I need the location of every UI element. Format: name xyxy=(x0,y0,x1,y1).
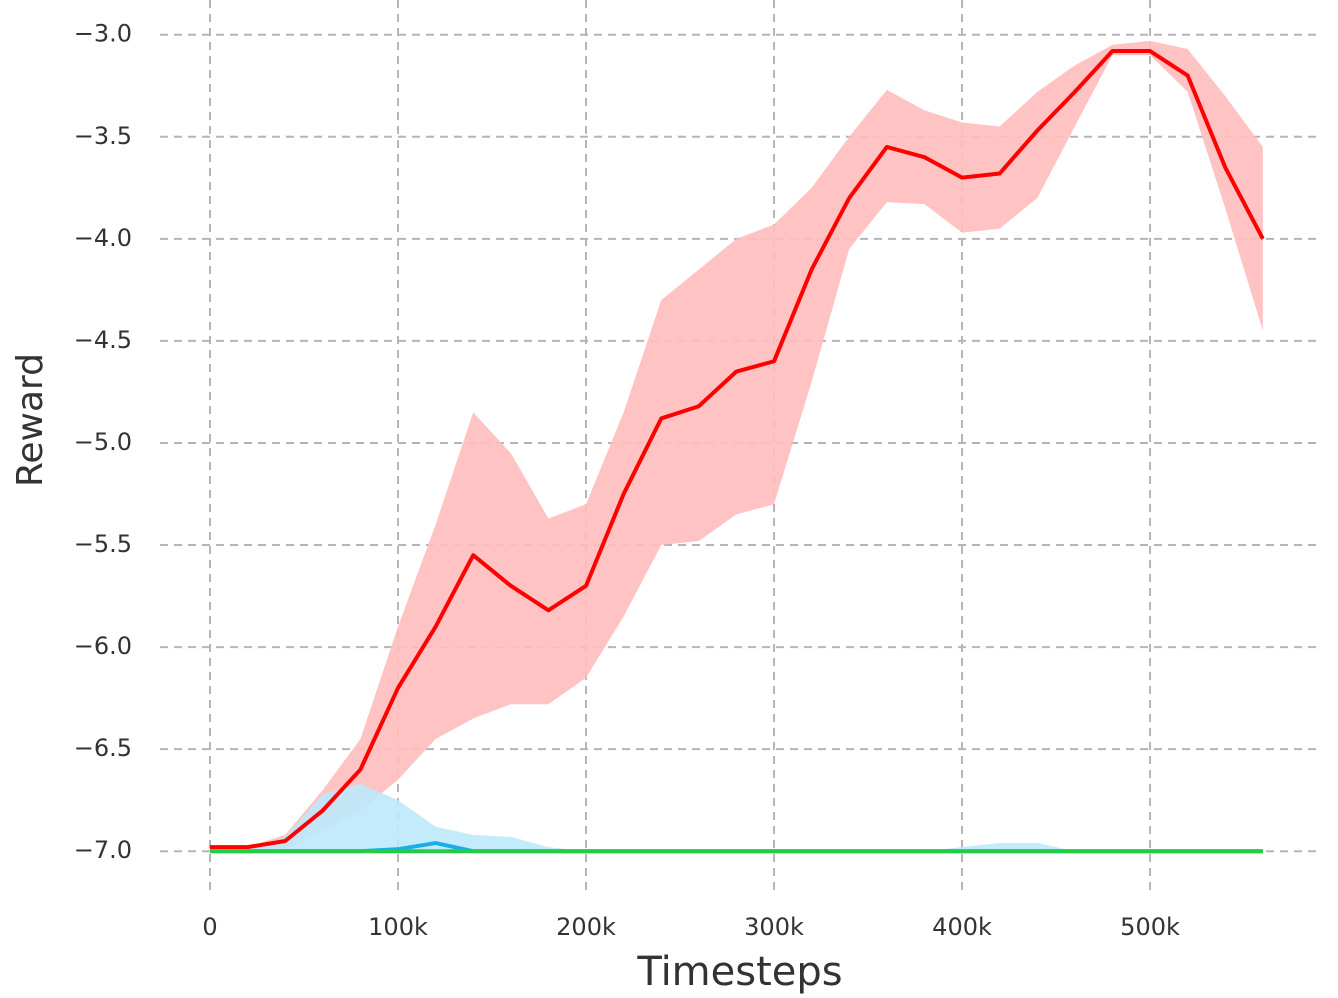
y-tick-label: −3.0 xyxy=(74,20,132,48)
x-tick-label: 200k xyxy=(556,913,616,941)
y-tick-label: −5.0 xyxy=(74,428,132,456)
y-tick-label: −6.0 xyxy=(74,632,132,660)
y-axis-label: Reward xyxy=(10,353,51,487)
x-tick-label: 400k xyxy=(932,913,992,941)
confidence-band xyxy=(210,783,1263,852)
x-tick-label: 0 xyxy=(202,913,217,941)
y-tick-label: −4.0 xyxy=(74,224,132,252)
x-axis-label: Timesteps xyxy=(636,949,842,995)
confidence-band xyxy=(210,40,1263,850)
y-tick-label: −4.5 xyxy=(74,326,132,354)
x-tick-label: 500k xyxy=(1120,913,1180,941)
y-tick-label: −3.5 xyxy=(74,122,132,150)
x-tick-label: 100k xyxy=(368,913,428,941)
y-tick-label: −5.5 xyxy=(74,530,132,558)
y-tick-label: −7.0 xyxy=(74,836,132,864)
series-line xyxy=(210,49,1265,850)
x-tick-label: 300k xyxy=(744,913,804,941)
y-tick-label: −6.5 xyxy=(74,734,132,762)
